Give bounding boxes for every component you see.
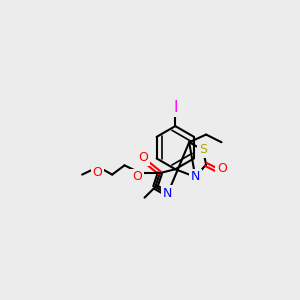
Text: N: N (163, 187, 172, 200)
Text: S: S (199, 143, 207, 157)
Text: O: O (217, 162, 227, 175)
Text: O: O (132, 170, 142, 183)
Text: O: O (93, 166, 103, 179)
Text: N: N (190, 170, 200, 183)
Text: O: O (138, 151, 148, 164)
Text: I: I (173, 100, 178, 115)
